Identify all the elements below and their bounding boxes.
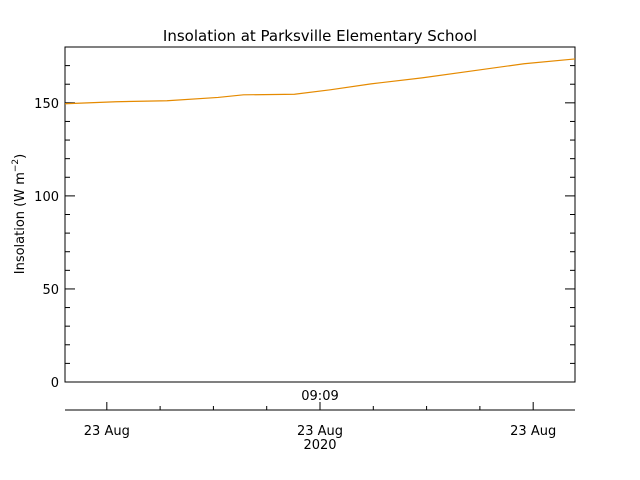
chart-title: Insolation at Parksville Elementary Scho… [163,27,477,45]
time-label: 09:09 [301,389,338,404]
y-tick-label: 50 [42,283,59,298]
data-line [64,58,576,105]
y-axis-label: Insolation (W m−2) [11,154,28,275]
y-tick-label: 0 [51,376,59,391]
year-label: 2020 [303,438,336,453]
y-tick-label: 100 [34,190,59,205]
x-tick-label: 23 Aug [297,424,343,439]
y-tick-label: 150 [34,97,59,112]
x-tick-label: 23 Aug [84,424,130,439]
y-label-sup: −2 [11,159,21,172]
y-label-end: ) [13,154,28,159]
y-label-main: Insolation (W m [13,172,28,274]
x-tick-label: 23 Aug [510,424,556,439]
